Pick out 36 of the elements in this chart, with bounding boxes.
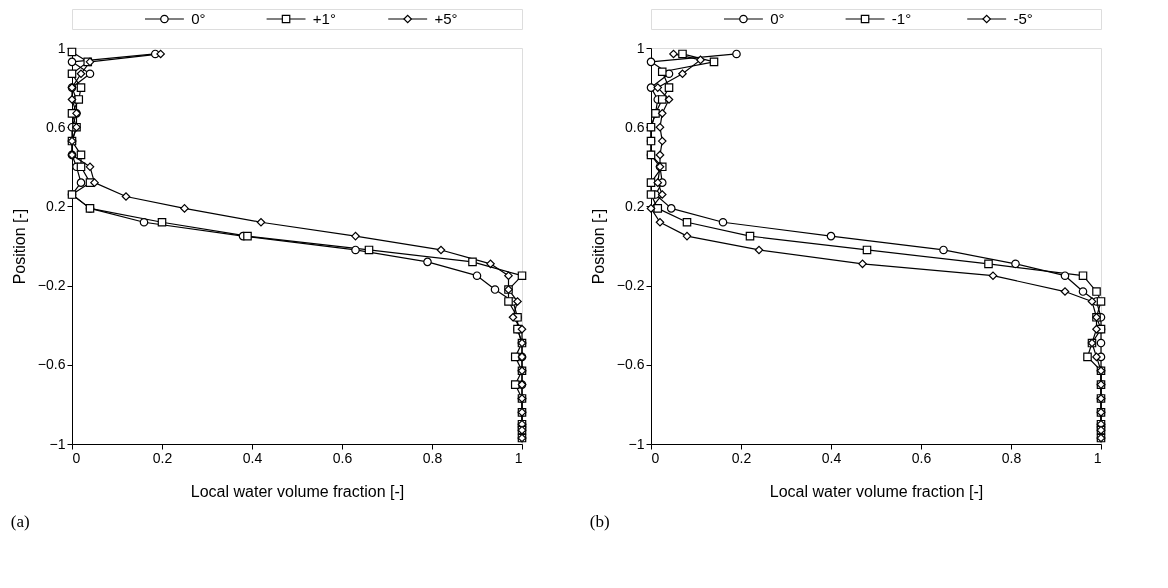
legend-label: 0°: [770, 10, 785, 27]
y-tick-label: −0.2: [37, 277, 66, 294]
y-tick-label: 0.6: [46, 118, 66, 135]
y-tick-label: 0.6: [625, 118, 645, 135]
y-tick-label: 1: [57, 39, 66, 56]
y-tick-label: −0.6: [37, 356, 66, 373]
x-tick-label: 0: [651, 449, 660, 466]
legend-label: -5°: [1013, 10, 1033, 27]
x-tick-label: 0.4: [821, 449, 842, 466]
y-tick-label: −1: [49, 435, 66, 452]
x-tick-label: 0.8: [422, 449, 443, 466]
y-tick-label: 0.2: [46, 197, 66, 214]
text: (a): [10, 511, 30, 531]
y-tick-label: 1: [636, 39, 645, 56]
x-tick-label: 1: [1093, 449, 1102, 466]
y-tick-label: −0.2: [616, 277, 645, 294]
x-tick-label: 0.4: [242, 449, 263, 466]
x-tick-label: 0.6: [911, 449, 932, 466]
x-axis-title: Local water volume fraction [-]: [769, 482, 984, 500]
y-axis-title: Position [-]: [10, 208, 28, 285]
text: (b): [589, 511, 610, 531]
legend-label: -1°: [891, 10, 912, 27]
x-axis-title: Local water volume fraction [-]: [190, 482, 405, 500]
y-axis-title: Position [-]: [589, 208, 607, 285]
x-tick-label: 0: [72, 449, 81, 466]
legend-label: +5°: [434, 10, 458, 27]
y-tick-label: −1: [628, 435, 645, 452]
legend-label: 0°: [191, 10, 206, 27]
x-tick-label: 1: [514, 449, 523, 466]
legend-label: +1°: [312, 10, 336, 27]
x-tick-label: 0.8: [1001, 449, 1022, 466]
x-tick-label: 0.6: [332, 449, 353, 466]
y-tick-label: −0.6: [616, 356, 645, 373]
y-tick-label: 0.2: [625, 197, 645, 214]
x-tick-label: 0.2: [152, 449, 173, 466]
x-tick-label: 0.2: [731, 449, 752, 466]
